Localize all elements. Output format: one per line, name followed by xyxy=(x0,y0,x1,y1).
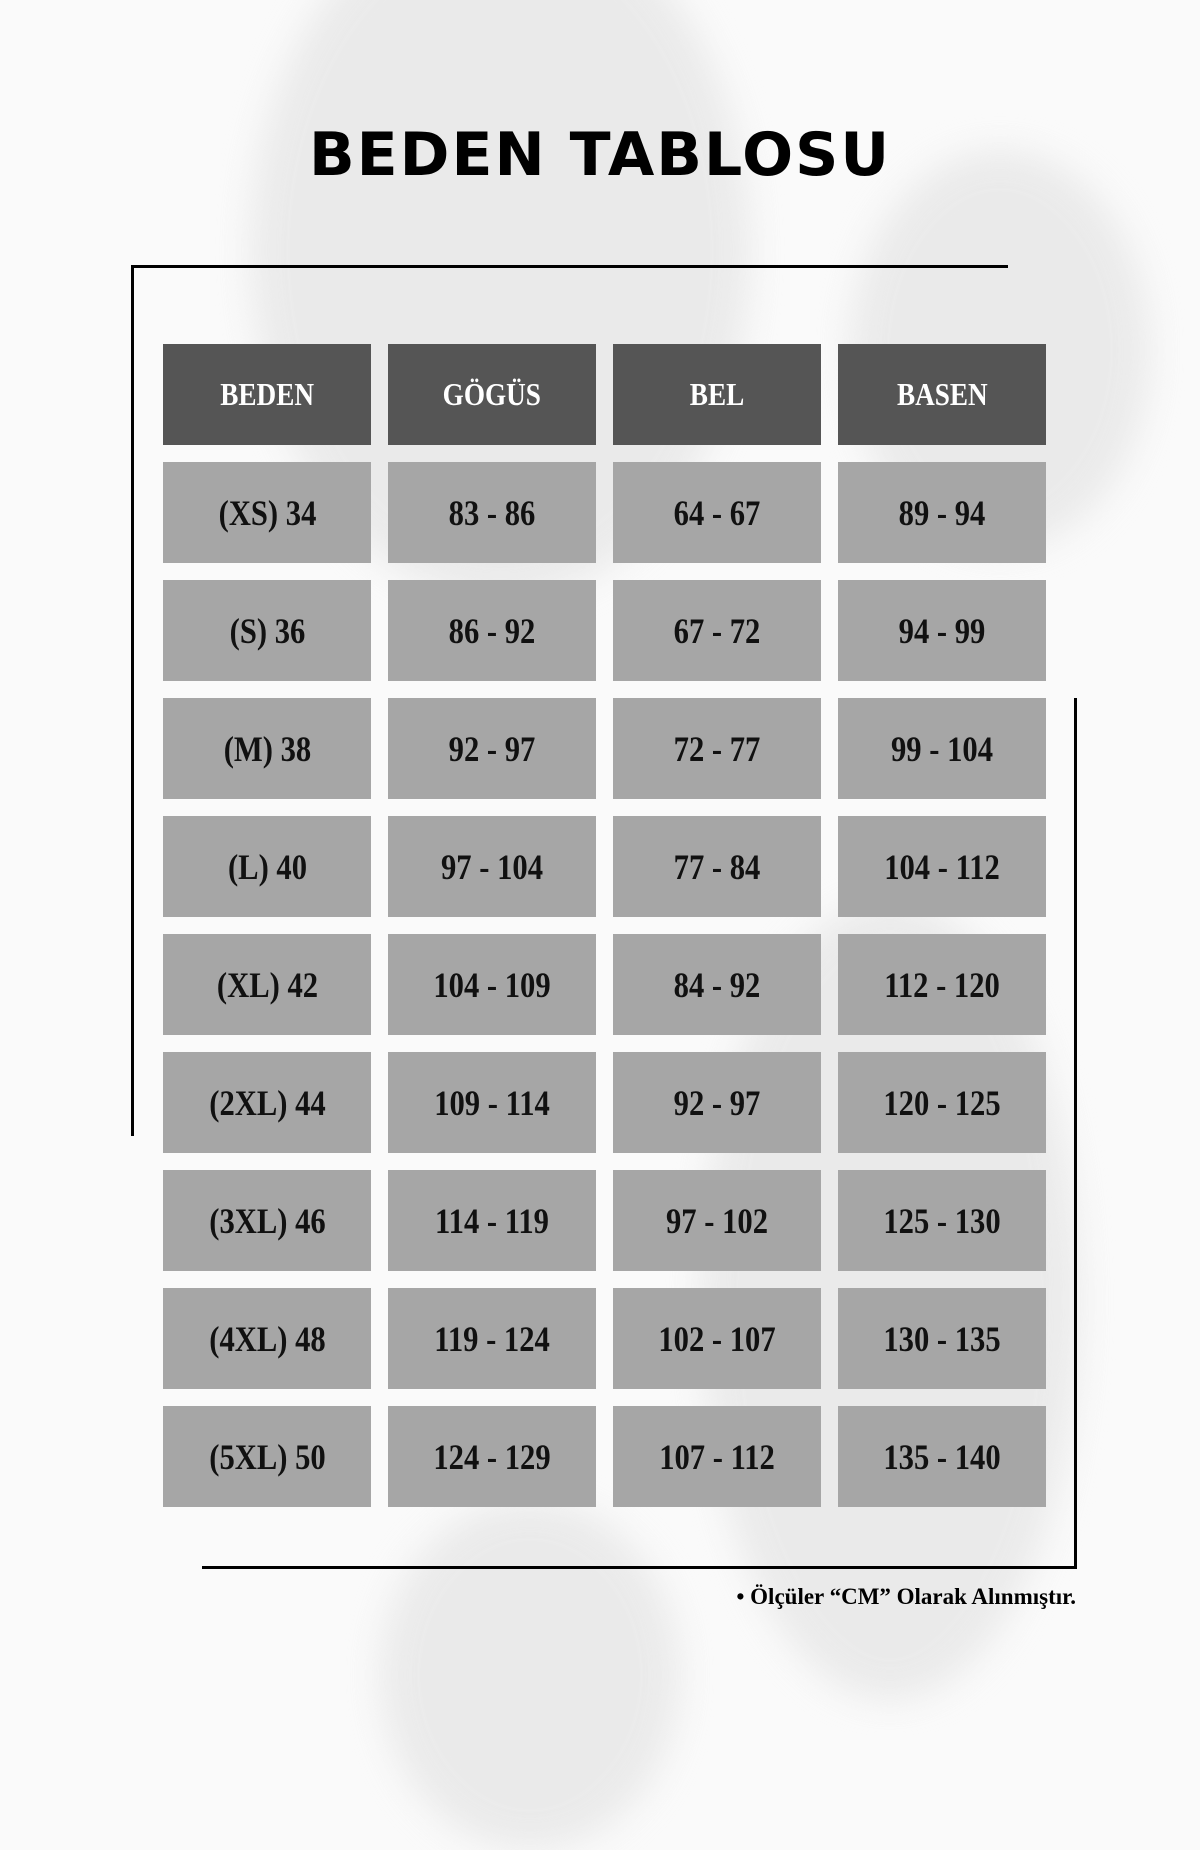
cell-value: 130 - 135 xyxy=(883,1318,1001,1359)
table-cell: 99 - 104 xyxy=(838,698,1046,799)
header-cell: GÖGÜS xyxy=(388,344,596,445)
cell-value: 94 - 99 xyxy=(898,610,986,651)
cell-value: 120 - 125 xyxy=(883,1082,1001,1123)
cell-value: (L) 40 xyxy=(227,846,307,887)
table-cell: 112 - 120 xyxy=(838,934,1046,1035)
header-cell: BEDEN xyxy=(163,344,371,445)
cell-value: 83 - 86 xyxy=(448,492,536,533)
table-cell: 125 - 130 xyxy=(838,1170,1046,1271)
table-cell: (5XL) 50 xyxy=(163,1406,371,1507)
background-shape xyxy=(380,1500,680,1850)
table-cell: (S) 36 xyxy=(163,580,371,681)
table-cell: 67 - 72 xyxy=(613,580,821,681)
table-cell: 107 - 112 xyxy=(613,1406,821,1507)
frame-top-line xyxy=(133,265,1008,268)
table-cell: 86 - 92 xyxy=(388,580,596,681)
table-cell: 104 - 112 xyxy=(838,816,1046,917)
cell-value: 114 - 119 xyxy=(435,1200,549,1241)
table-cell: 135 - 140 xyxy=(838,1406,1046,1507)
cell-value: 102 - 107 xyxy=(658,1318,776,1359)
cell-value: 97 - 102 xyxy=(666,1200,768,1241)
cell-value: 97 - 104 xyxy=(441,846,543,887)
table-cell: 104 - 109 xyxy=(388,934,596,1035)
header-cell: BEL xyxy=(613,344,821,445)
table-cell: 119 - 124 xyxy=(388,1288,596,1389)
cell-value: (XS) 34 xyxy=(218,492,316,533)
cell-value: 86 - 92 xyxy=(448,610,536,651)
cell-value: 77 - 84 xyxy=(673,846,761,887)
table-cell: 94 - 99 xyxy=(838,580,1046,681)
cell-value: (2XL) 44 xyxy=(208,1082,326,1123)
table-cell: (L) 40 xyxy=(163,816,371,917)
frame-left-line xyxy=(131,265,134,1136)
size-table: BEDEN GÖGÜS BEL BASEN (XS) 34 83 - 86 64 - 67 8… xyxy=(163,344,1046,1507)
cell-value: 135 - 140 xyxy=(883,1436,1001,1477)
cell-value: 92 - 97 xyxy=(448,728,536,769)
cell-value: 124 - 129 xyxy=(433,1436,551,1477)
table-cell: 83 - 86 xyxy=(388,462,596,563)
cell-value: 64 - 67 xyxy=(673,492,761,533)
cell-value: (S) 36 xyxy=(229,610,305,651)
table-cell: 124 - 129 xyxy=(388,1406,596,1507)
table-cell: 72 - 77 xyxy=(613,698,821,799)
cell-value: 104 - 109 xyxy=(433,964,551,1005)
footnote: • Ölçüler “CM” Olarak Alınmıştır. xyxy=(736,1584,1076,1609)
cell-value: 72 - 77 xyxy=(673,728,761,769)
header-label: BEDEN xyxy=(220,376,314,412)
frame-bottom-line xyxy=(202,1566,1077,1569)
table-cell: (3XL) 46 xyxy=(163,1170,371,1271)
header-label: BASEN xyxy=(896,376,988,412)
cell-value: 89 - 94 xyxy=(898,492,986,533)
table-cell: 97 - 104 xyxy=(388,816,596,917)
cell-value: 112 - 120 xyxy=(884,964,1000,1005)
table-cell: (XS) 34 xyxy=(163,462,371,563)
cell-value: 107 - 112 xyxy=(659,1436,775,1477)
table-cell: 77 - 84 xyxy=(613,816,821,917)
cell-value: (5XL) 50 xyxy=(208,1436,326,1477)
cell-value: 109 - 114 xyxy=(434,1082,550,1123)
cell-value: 125 - 130 xyxy=(883,1200,1001,1241)
table-cell: 120 - 125 xyxy=(838,1052,1046,1153)
table-cell: 130 - 135 xyxy=(838,1288,1046,1389)
table-cell: (4XL) 48 xyxy=(163,1288,371,1389)
table-cell: 92 - 97 xyxy=(388,698,596,799)
table-cell: 102 - 107 xyxy=(613,1288,821,1389)
table-cell: 114 - 119 xyxy=(388,1170,596,1271)
table-cell: (M) 38 xyxy=(163,698,371,799)
cell-value: 104 - 112 xyxy=(884,846,1000,887)
frame-right-line xyxy=(1074,698,1077,1568)
cell-value: 67 - 72 xyxy=(673,610,761,651)
header-cell: BASEN xyxy=(838,344,1046,445)
table-cell: 84 - 92 xyxy=(613,934,821,1035)
cell-value: 84 - 92 xyxy=(673,964,761,1005)
cell-value: 119 - 124 xyxy=(434,1318,550,1359)
table-cell: 92 - 97 xyxy=(613,1052,821,1153)
table-cell: 64 - 67 xyxy=(613,462,821,563)
header-label: BEL xyxy=(689,376,745,412)
table-cell: 97 - 102 xyxy=(613,1170,821,1271)
cell-value: 92 - 97 xyxy=(673,1082,761,1123)
cell-value: 99 - 104 xyxy=(891,728,993,769)
cell-value: (M) 38 xyxy=(223,728,311,769)
cell-value: (3XL) 46 xyxy=(208,1200,326,1241)
cell-value: (4XL) 48 xyxy=(208,1318,326,1359)
table-cell: 109 - 114 xyxy=(388,1052,596,1153)
cell-value: (XL) 42 xyxy=(216,964,318,1005)
table-cell: 89 - 94 xyxy=(838,462,1046,563)
header-label: GÖGÜS xyxy=(442,376,542,412)
page-title: BEDEN TABLOSU xyxy=(308,120,892,190)
table-cell: (2XL) 44 xyxy=(163,1052,371,1153)
table-cell: (XL) 42 xyxy=(163,934,371,1035)
